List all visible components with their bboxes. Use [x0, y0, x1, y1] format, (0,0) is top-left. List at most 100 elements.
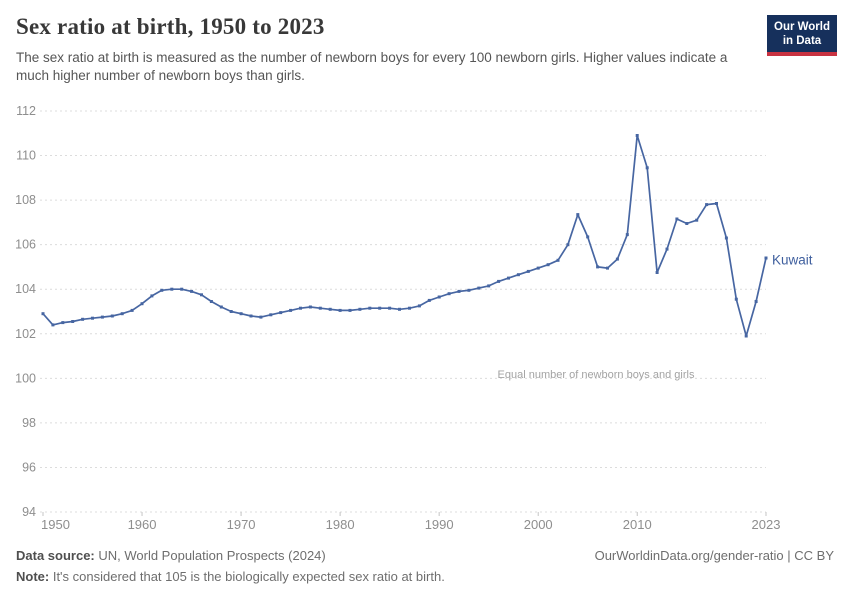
- data-source-label: Data source:: [16, 548, 95, 563]
- data-source-line: Data source: UN, World Population Prospe…: [16, 548, 326, 563]
- data-point-marker: [239, 312, 243, 316]
- data-point-marker: [566, 243, 570, 247]
- y-tick-label: 110: [16, 149, 36, 163]
- owid-logo-line1: Our World: [774, 21, 831, 33]
- y-tick-label: 100: [15, 371, 36, 385]
- chart-header: Sex ratio at birth, 1950 to 2023 The sex…: [16, 14, 761, 85]
- citation-link[interactable]: OurWorldinData.org/gender-ratio | CC BY: [594, 548, 834, 563]
- data-source-value: UN, World Population Prospects (2024): [94, 548, 326, 563]
- x-tick-label: 2000: [524, 517, 553, 532]
- data-point-marker: [388, 306, 392, 310]
- data-point-marker: [318, 306, 322, 310]
- x-tick-label: 2010: [623, 517, 652, 532]
- data-point-marker: [536, 266, 540, 270]
- y-tick-label: 106: [15, 238, 36, 252]
- data-point-marker: [150, 294, 154, 298]
- chart-subtitle: The sex ratio at birth is measured as th…: [16, 50, 728, 84]
- data-point-marker: [328, 307, 332, 311]
- data-point-marker: [576, 213, 580, 217]
- y-tick-label: 108: [15, 193, 36, 207]
- data-point-marker: [180, 287, 184, 291]
- data-point-marker: [487, 284, 491, 288]
- data-point-marker: [497, 279, 501, 283]
- data-point-marker: [140, 302, 144, 306]
- data-point-marker: [715, 202, 718, 205]
- data-point-marker: [734, 297, 738, 301]
- data-point-marker: [308, 305, 312, 309]
- data-point-marker: [51, 323, 55, 327]
- data-point-marker: [338, 308, 342, 312]
- data-point-marker: [368, 306, 372, 310]
- y-tick-label: 98: [22, 416, 36, 430]
- data-point-marker: [754, 300, 758, 303]
- data-point-marker: [685, 222, 689, 225]
- data-point-marker: [447, 292, 451, 296]
- data-point-marker: [477, 286, 481, 290]
- data-point-marker: [408, 306, 411, 310]
- data-point-marker: [467, 288, 471, 292]
- sex-ratio-line-chart: 94 96 98 100 102 104 106 108 110 112 1950 1960 1970 1…: [15, 104, 813, 532]
- data-point-marker: [615, 257, 619, 261]
- data-point-marker: [61, 321, 65, 325]
- data-point-marker: [358, 307, 362, 311]
- note-value: It's considered that 105 is the biologic…: [49, 569, 445, 584]
- data-point-marker: [665, 247, 669, 251]
- data-point-marker: [724, 236, 728, 240]
- data-point-marker: [120, 312, 124, 316]
- data-point-marker: [507, 276, 510, 280]
- data-point-marker: [130, 308, 134, 312]
- data-point-marker: [91, 316, 94, 320]
- y-tick-label: 112: [16, 104, 36, 118]
- owid-logo-line2: in Data: [782, 35, 822, 48]
- y-tick-label: 94: [22, 505, 36, 519]
- data-point-marker: [606, 266, 609, 270]
- y-tick-label: 96: [22, 460, 36, 474]
- data-point-marker: [427, 298, 431, 302]
- kuwait-series-label: Kuwait: [772, 253, 813, 268]
- page-title: Sex ratio at birth, 1950 to 2023: [16, 14, 325, 39]
- data-point-marker: [269, 313, 273, 317]
- y-tick-label: 104: [15, 282, 36, 296]
- owid-logo[interactable]: Our World in Data: [767, 15, 837, 56]
- data-point-marker: [764, 256, 768, 260]
- data-point-marker: [289, 308, 293, 312]
- chart-area: 94 96 98 100 102 104 106 108 110 112 1950 1960 1970 1…: [0, 95, 850, 535]
- data-point-marker: [398, 307, 401, 311]
- data-point-marker: [209, 300, 213, 303]
- data-point-marker: [744, 334, 748, 338]
- x-tick-label: 2023: [752, 517, 781, 532]
- data-point-marker: [675, 217, 679, 221]
- data-point-marker: [645, 166, 649, 170]
- data-point-marker: [348, 308, 352, 312]
- data-point-marker: [229, 310, 233, 313]
- data-point-marker: [299, 306, 302, 310]
- data-point-marker: [695, 218, 699, 222]
- data-point-marker: [219, 305, 223, 309]
- data-point-marker: [110, 314, 114, 318]
- data-point-marker: [437, 295, 441, 299]
- data-point-marker: [417, 304, 421, 308]
- note-line: Note: It's considered that 105 is the bi…: [16, 569, 445, 584]
- data-point-marker: [100, 315, 104, 319]
- data-point-marker: [596, 265, 600, 269]
- data-point-marker: [249, 314, 253, 318]
- data-point-marker: [546, 263, 550, 267]
- data-point-marker: [526, 269, 530, 273]
- data-point-marker: [655, 271, 659, 274]
- data-point-marker: [625, 233, 629, 237]
- data-point-marker: [378, 306, 382, 310]
- kuwait-line: [42, 134, 767, 337]
- equal-ratio-annotation: Equal number of newborn boys and girls: [498, 369, 695, 381]
- x-tick-label: 1990: [425, 517, 454, 532]
- data-point-marker: [556, 258, 560, 262]
- data-point-marker: [279, 311, 283, 315]
- data-point-marker: [259, 315, 263, 319]
- data-point-marker: [635, 134, 639, 137]
- x-tick-label: 1980: [326, 517, 355, 532]
- data-point-marker: [705, 203, 709, 207]
- data-point-marker: [457, 289, 461, 293]
- data-point-marker: [41, 312, 45, 316]
- y-tick-label: 102: [15, 327, 36, 341]
- data-point-marker: [81, 317, 85, 321]
